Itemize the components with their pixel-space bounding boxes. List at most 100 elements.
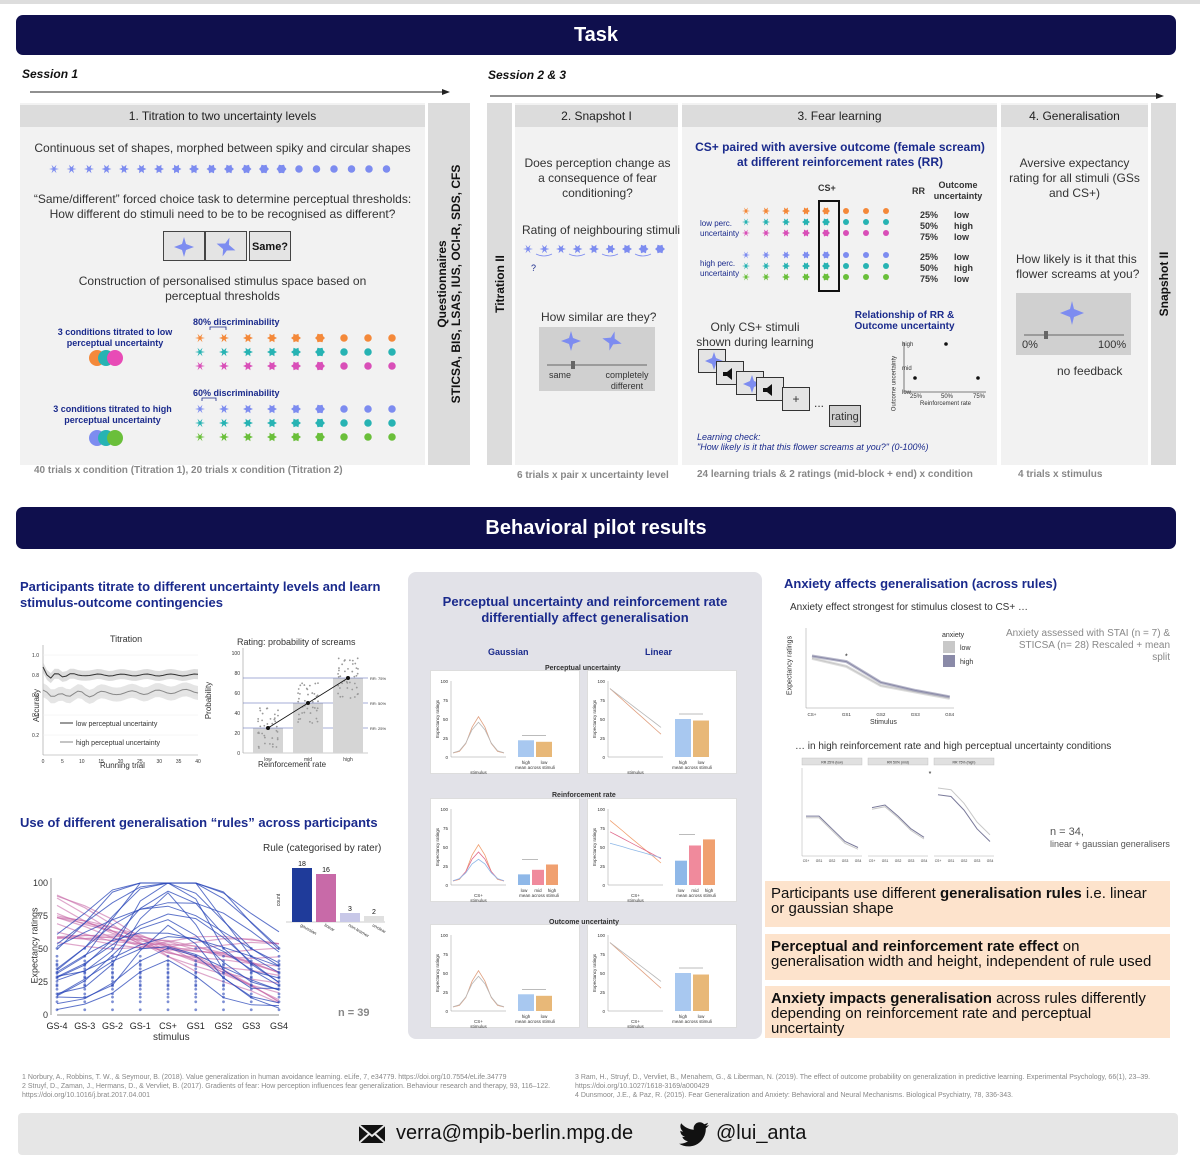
participant-point (111, 992, 114, 996)
facet-label: RR 50% (mid) (887, 761, 909, 765)
tick-label: 40 (234, 711, 240, 717)
mean-bar (532, 869, 544, 885)
only-cs-text: Only CS+ stimuli shown during learning (696, 320, 814, 349)
shape-mark (340, 334, 348, 342)
participant-point (222, 954, 225, 958)
tick-label: CS+ (803, 859, 810, 863)
participant-point (166, 972, 170, 975)
same-button[interactable]: Same? (249, 231, 291, 261)
titration-xlabel: Running trial (100, 761, 145, 770)
x-25: 25% (910, 394, 923, 400)
morph-row (49, 164, 391, 174)
generalisation-panel (1001, 103, 1148, 465)
mid-ylabel: Expectancy ratings (592, 953, 597, 992)
star-icon (602, 331, 622, 351)
shape-mark (388, 348, 396, 356)
facet-line (871, 806, 925, 840)
participant-point (55, 987, 59, 991)
shape-mark (802, 273, 810, 281)
rating-point (297, 692, 299, 695)
shape-mark (291, 333, 301, 343)
mid-stimulus: stimulus (627, 898, 644, 903)
tick-label: 100 (440, 807, 448, 812)
shape-mark (315, 347, 325, 357)
shape-mark (315, 361, 325, 371)
participant-point (55, 984, 59, 988)
bracket (601, 253, 619, 257)
shape-mark (291, 347, 301, 357)
anx-line (811, 655, 950, 698)
participant-point (277, 967, 281, 971)
right-n2: linear + gaussian generalisers (1050, 839, 1170, 849)
rating-point (317, 700, 319, 703)
likelihood-slider[interactable] (1024, 331, 1124, 339)
shape-mark (388, 334, 396, 342)
participant-point (222, 992, 225, 996)
participant-point (83, 946, 87, 950)
participant-point (166, 976, 170, 980)
footer-twitter[interactable]: @lui_anta (716, 1122, 807, 1144)
tick-label: high (343, 757, 353, 763)
rating-point (351, 663, 354, 665)
x-50: 50% (941, 394, 954, 400)
rating-point (315, 717, 318, 720)
mid-curve (452, 721, 505, 754)
rating-point (313, 693, 316, 695)
tick-label: 100 (597, 679, 605, 684)
mid-curve (609, 820, 662, 864)
tick-label: GS2 (895, 859, 902, 863)
tick-label: 25 (600, 864, 606, 869)
mid-curve (452, 715, 505, 754)
tick-label: 75 (600, 952, 606, 957)
envelope-icon (358, 1124, 386, 1144)
shape-mark (101, 164, 112, 174)
footer-bar (18, 1113, 1178, 1155)
titration2-panel: Titration II (487, 103, 512, 465)
session23-arrow (490, 93, 1164, 99)
bar-label: high (522, 1014, 531, 1019)
disc80-label: 80% discriminability (193, 317, 280, 327)
learning-check-1: Learning check: (697, 432, 761, 442)
shape-mark (267, 418, 277, 428)
mid-ylabel: Expectancy ratings (435, 953, 440, 992)
rr-values: 25% 50% 75% 25% 50% 75% (920, 210, 938, 285)
rating-point (276, 738, 279, 741)
participant-point (138, 967, 142, 971)
mid-fig-lin-perc: 0 25 50 75 100 Expectancy ratings stimulus high… (587, 670, 737, 775)
tick-label: CS+ (869, 859, 876, 863)
footer-email[interactable]: verra@mpib-berlin.mpg.de (396, 1122, 634, 1144)
participant-point (111, 979, 114, 983)
shape-mark (195, 361, 205, 371)
mid-ylabel: Expectancy ratings (592, 699, 597, 738)
shape-mark (388, 433, 396, 441)
shape-mark (195, 347, 205, 357)
mid-stimulus: stimulus (470, 898, 487, 903)
rule-title: Rule (categorised by rater) (263, 843, 382, 854)
participant-point (111, 964, 114, 967)
rating-point (355, 667, 358, 670)
rating-point (308, 720, 311, 723)
no-feedback: no feedback (1057, 364, 1123, 378)
tick-label: RR: 75% (370, 676, 386, 681)
rule-bar (340, 913, 360, 922)
participant-point (194, 1008, 198, 1012)
participant-point (249, 972, 253, 975)
similarity-slider[interactable] (547, 361, 647, 369)
participant-point (222, 984, 225, 988)
takeaway-2a: Perceptual and reinforcement rate effect (771, 938, 1059, 955)
stim-box-2 (205, 231, 247, 261)
shape-mark (224, 164, 234, 174)
rating-point (297, 700, 300, 703)
shape-mark (364, 433, 372, 441)
tick-label: 100 (33, 878, 48, 888)
tick-label: GS2 (876, 712, 886, 717)
participant-point (83, 967, 87, 971)
stim-box-1 (163, 231, 205, 261)
takeaway-2b: on generalisation width and height, inde… (771, 938, 1152, 970)
tick-label: CS+ (808, 712, 817, 717)
participant-point (55, 967, 59, 971)
tick-label: GS3 (911, 712, 921, 717)
rating-point (274, 720, 277, 723)
csplus-label: CS+ (818, 183, 836, 193)
bar-label: low (541, 1014, 549, 1019)
